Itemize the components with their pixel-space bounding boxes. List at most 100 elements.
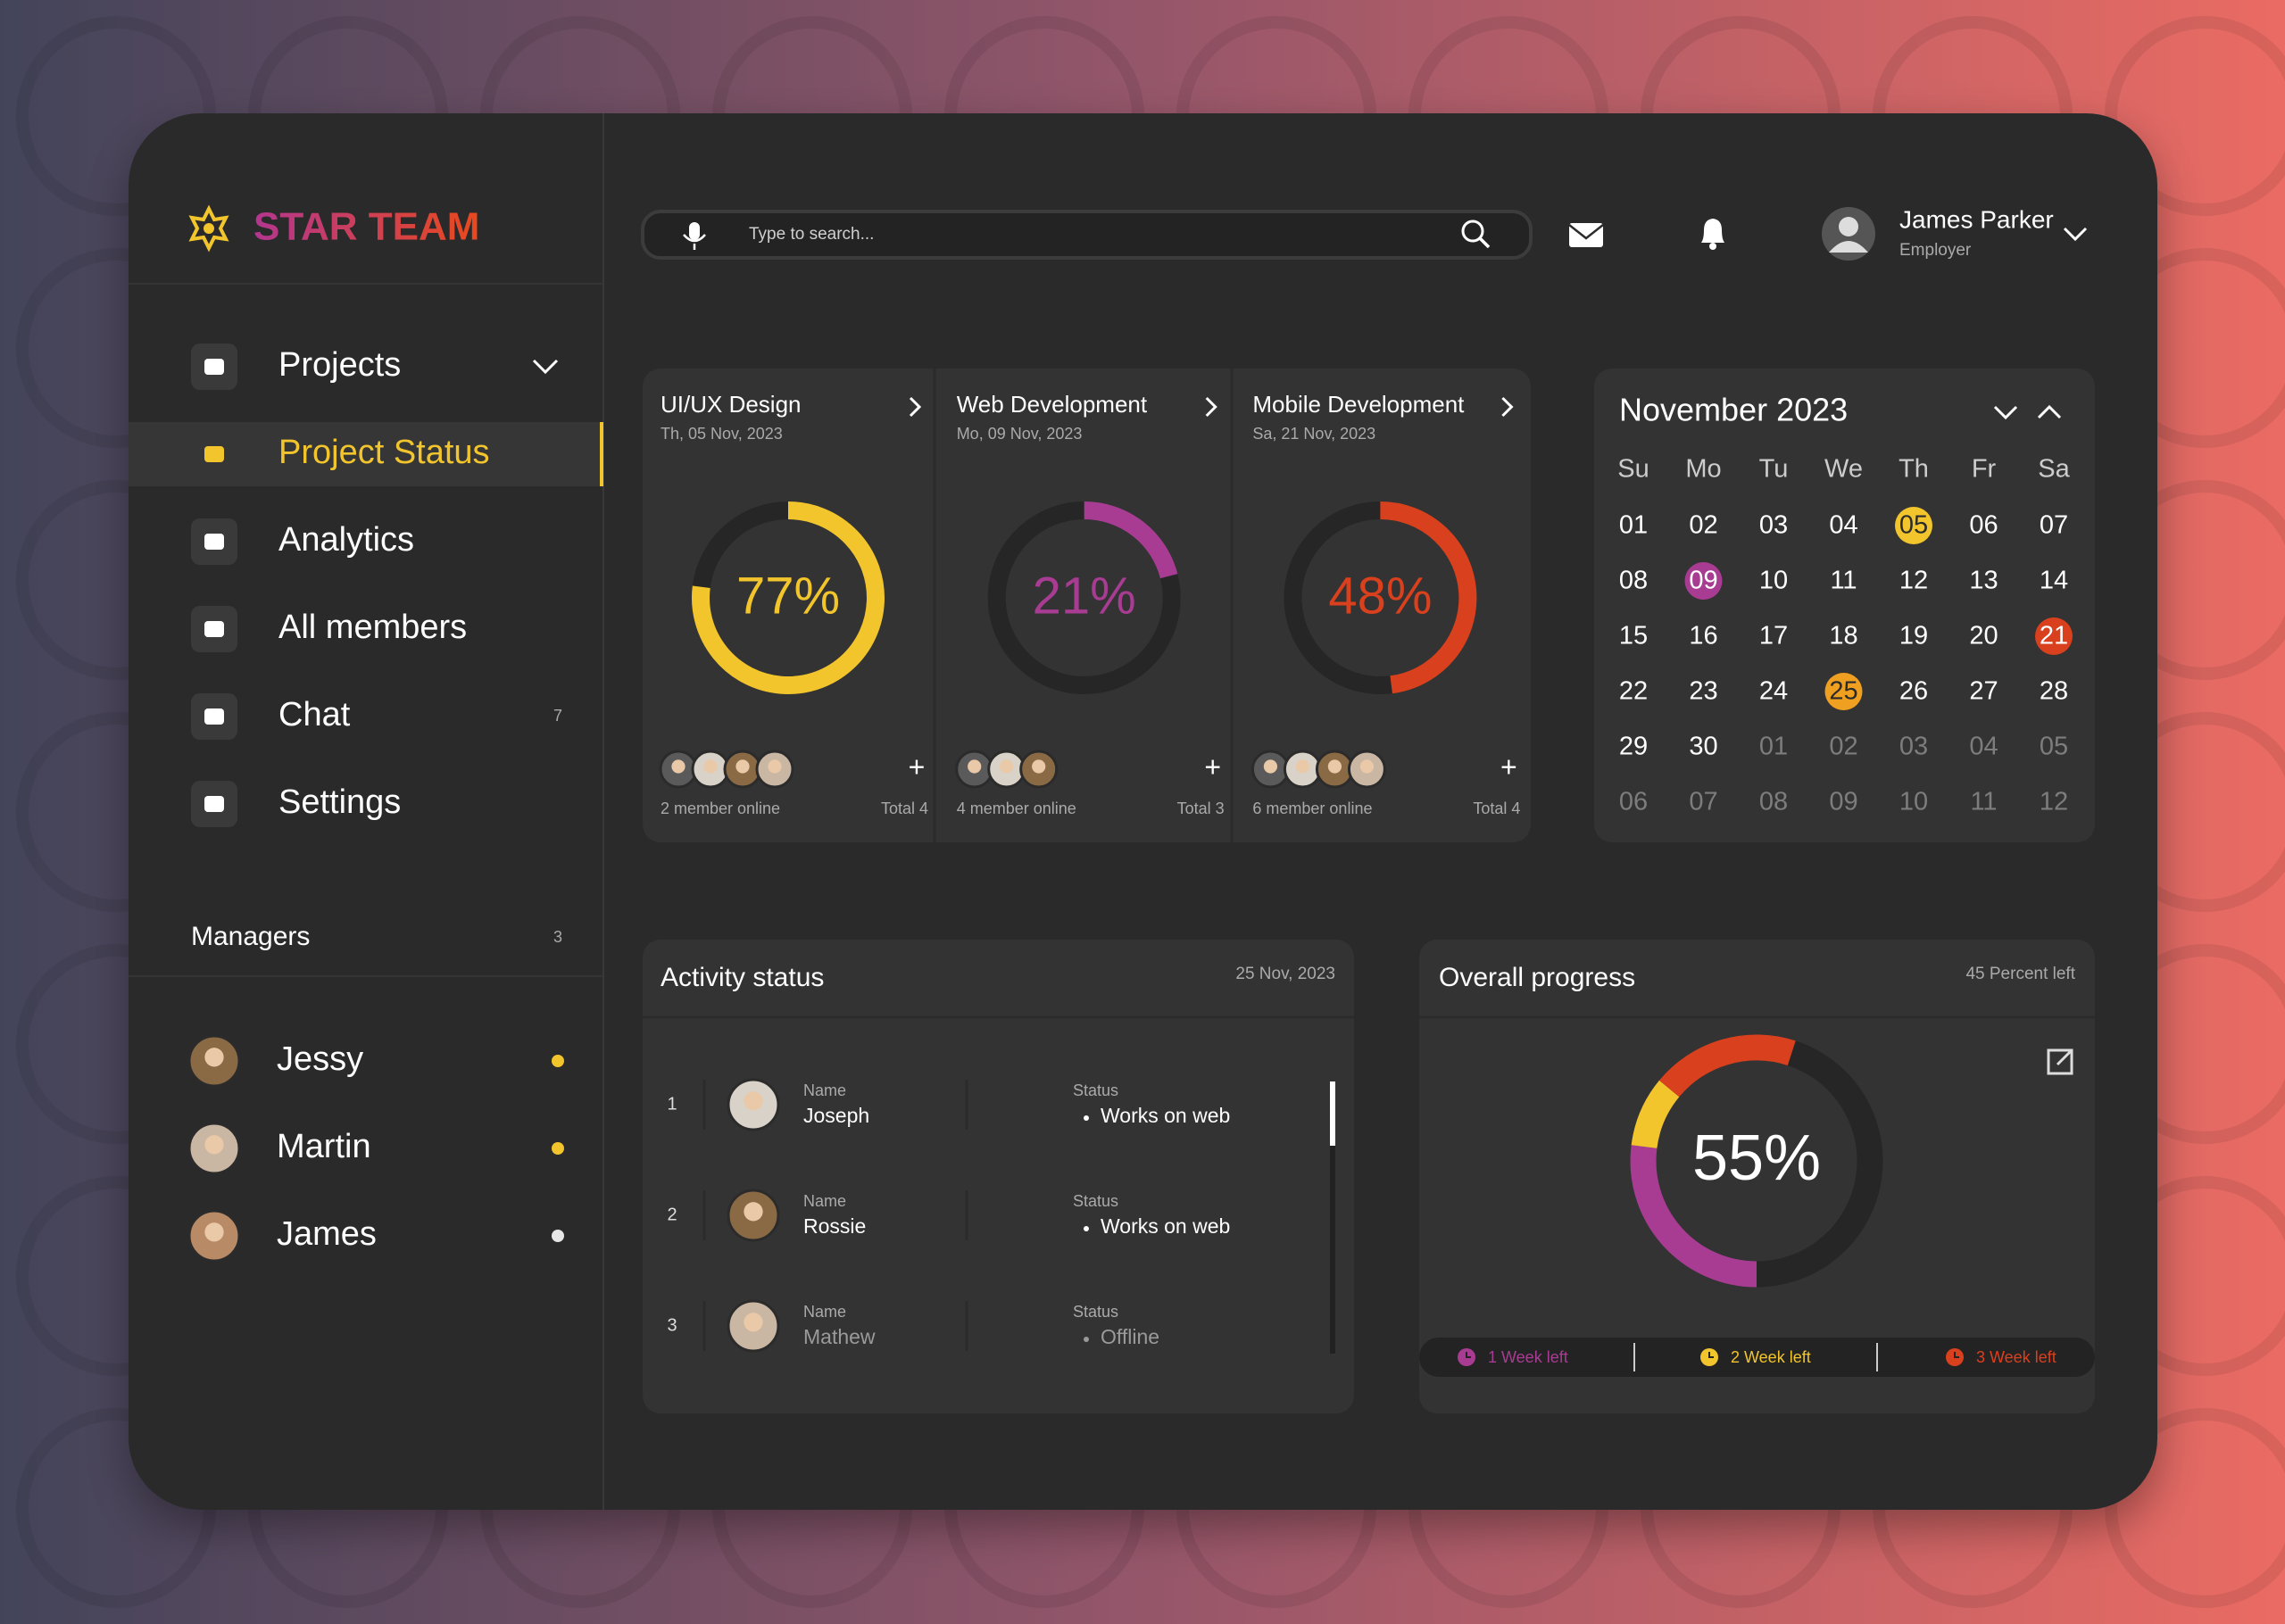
calendar-day[interactable]: 18 (1829, 622, 1857, 650)
search-icon[interactable] (1461, 220, 1491, 249)
member-avatar-face (1327, 759, 1342, 774)
calendar-day[interactable]: 02 (1829, 733, 1857, 761)
calendar-day[interactable]: 25 (1829, 677, 1857, 706)
member-status: Works on web (1101, 1104, 1230, 1127)
nav-label[interactable]: Project Status (278, 434, 490, 471)
scroll-thumb[interactable] (1330, 1081, 1335, 1146)
add-member[interactable]: + (1204, 750, 1221, 783)
calendar-day[interactable]: 02 (1689, 511, 1717, 540)
external-link-icon[interactable] (2047, 1048, 2073, 1075)
mic-icon[interactable] (683, 222, 706, 250)
overall-panel (1419, 940, 2095, 1413)
calendar-day[interactable]: 10 (1899, 788, 1928, 816)
nav-label[interactable]: Analytics (278, 521, 414, 559)
calendar-day[interactable]: 23 (1689, 677, 1717, 706)
legend-bar (1419, 1338, 2095, 1377)
user-avatar[interactable] (1822, 207, 1875, 261)
nav-label[interactable]: All members (278, 609, 467, 646)
calendar-day[interactable]: 06 (1969, 511, 1998, 540)
calendar-day[interactable]: 16 (1689, 622, 1717, 650)
logo-icon (188, 204, 229, 253)
project-title[interactable]: Mobile Development (1252, 391, 1465, 418)
calendar-day[interactable]: 06 (1619, 788, 1648, 816)
calendar-day[interactable]: 17 (1759, 622, 1788, 650)
managers-title: Managers (191, 922, 310, 951)
mail-icon[interactable] (1568, 223, 1604, 247)
overall-segment (1658, 1034, 1796, 1098)
calendar-panel (1594, 369, 2095, 842)
calendar-day[interactable]: 30 (1689, 733, 1717, 761)
nav-label[interactable]: Chat (278, 696, 351, 733)
calendar-day[interactable]: 05 (1899, 511, 1928, 540)
calendar-day[interactable]: 08 (1759, 788, 1788, 816)
calendar-day[interactable]: 19 (1899, 622, 1928, 650)
calendar-day[interactable]: 11 (1830, 567, 1857, 595)
calendar-day[interactable]: 11 (1970, 788, 1997, 816)
calendar-day[interactable]: 01 (1759, 733, 1788, 761)
manager-name[interactable]: James (277, 1215, 377, 1253)
calendar-day[interactable]: 24 (1759, 677, 1788, 706)
calendar-day[interactable]: 10 (1759, 567, 1788, 595)
progress-track (987, 501, 1181, 694)
calendar-day[interactable]: 20 (1969, 622, 1998, 650)
user-menu-chevron[interactable] (2063, 227, 2088, 242)
member-avatar-face (671, 759, 686, 774)
search-bar[interactable] (641, 210, 1533, 260)
row-avatar-face (744, 1202, 763, 1222)
calendar-day[interactable]: 08 (1619, 567, 1648, 595)
status-bullet (1084, 1115, 1089, 1121)
project-title[interactable]: Web Development (957, 391, 1148, 418)
manager-name[interactable]: Martin (277, 1128, 371, 1165)
search-placeholder[interactable]: Type to search... (749, 225, 874, 244)
calendar-day[interactable]: 05 (2040, 733, 2068, 761)
calendar-title: November 2023 (1619, 392, 1848, 428)
manager-avatar-face (204, 1135, 224, 1155)
calendar-day[interactable]: 28 (2040, 677, 2068, 706)
calendar-next[interactable] (1993, 405, 2018, 420)
calendar-prev[interactable] (2037, 404, 2062, 419)
add-member[interactable]: + (1500, 750, 1517, 783)
calendar-day[interactable]: 12 (2040, 788, 2068, 816)
nav-label[interactable]: Settings (278, 783, 401, 821)
member-name: Rossie (803, 1214, 866, 1238)
calendar-day[interactable]: 15 (1619, 622, 1648, 650)
calendar-day[interactable]: 21 (2040, 622, 2068, 650)
calendar-day[interactable]: 07 (1689, 788, 1717, 816)
project-open[interactable] (909, 396, 922, 418)
add-member[interactable]: + (909, 750, 926, 783)
name-label: Name (803, 1192, 846, 1210)
calendar-day[interactable]: 22 (1619, 677, 1648, 706)
weekday: We (1824, 455, 1863, 484)
user-name[interactable]: James Parker (1899, 205, 2054, 233)
calendar-day[interactable]: 09 (1829, 788, 1857, 816)
nav-glyph (204, 796, 224, 812)
nav-label[interactable]: Projects (278, 346, 401, 384)
member-avatar-face (1000, 759, 1014, 774)
expand-chevron[interactable] (532, 359, 559, 375)
active-indicator (600, 422, 603, 486)
calendar-day[interactable]: 27 (1969, 677, 1998, 706)
calendar-day[interactable]: 13 (1969, 567, 1998, 595)
calendar-day[interactable]: 03 (1759, 511, 1788, 540)
calendar-day[interactable]: 26 (1899, 677, 1928, 706)
project-open[interactable] (1501, 396, 1514, 418)
calendar-day[interactable]: 04 (1969, 733, 1998, 761)
legend-label: 3 Week left (1976, 1348, 2056, 1366)
project-open[interactable] (1205, 396, 1217, 418)
calendar-day[interactable]: 09 (1689, 567, 1717, 595)
bell-icon[interactable] (1701, 219, 1724, 250)
nav-glyph (204, 708, 224, 725)
calendar-day[interactable]: 07 (2040, 511, 2068, 540)
calendar-day[interactable]: 14 (2040, 567, 2068, 595)
calendar-day[interactable]: 03 (1899, 733, 1928, 761)
calendar-day[interactable]: 29 (1619, 733, 1648, 761)
calendar-day[interactable]: 01 (1619, 511, 1648, 540)
manager-name[interactable]: Jessy (277, 1040, 363, 1078)
status-label: Status (1073, 1303, 1118, 1321)
calendar-day[interactable]: 04 (1829, 511, 1857, 540)
day-highlight (1684, 562, 1723, 600)
progress-track (692, 501, 789, 589)
calendar-day[interactable]: 12 (1899, 567, 1928, 595)
project-title[interactable]: UI/UX Design (661, 391, 802, 418)
